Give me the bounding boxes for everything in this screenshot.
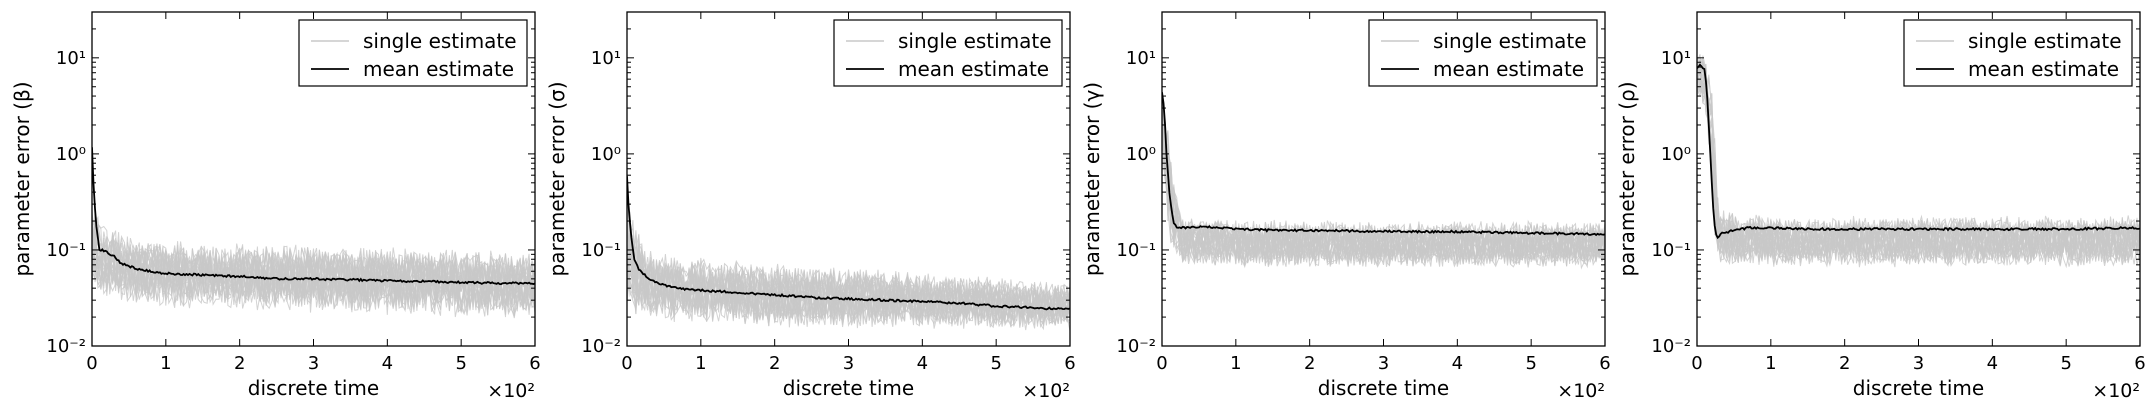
legend: single estimate mean estimate xyxy=(299,20,527,86)
x-tick-label: 6 xyxy=(1064,353,1075,374)
y-axis-label: parameter error (β) xyxy=(10,81,34,276)
chart-panel-3: 0 1 2 3 4 5 6 10⁻² 10⁻¹ 10⁰ 10¹ discrete time parame… xyxy=(1080,12,1611,402)
x-tick-label: 5 xyxy=(1525,353,1536,374)
legend: single estimate mean estimate xyxy=(1904,20,2132,86)
y-tick-label: 10¹ xyxy=(591,48,621,69)
plot-area xyxy=(1162,89,1605,267)
x-tick-label: 6 xyxy=(2134,353,2145,374)
x-tick-label: 1 xyxy=(160,353,171,374)
chart-panel-4: 0 1 2 3 4 5 6 10⁻² 10⁻¹ 10⁰ 10¹ discrete time parame… xyxy=(1615,12,2146,402)
y-tick-label: 10¹ xyxy=(56,48,86,69)
legend: single estimate mean estimate xyxy=(1369,20,1597,86)
x-axis-multiplier: ×10² xyxy=(1022,380,1070,402)
y-axis-label: parameter error (γ) xyxy=(1080,82,1104,276)
x-tick-label: 4 xyxy=(382,353,393,374)
legend-label-single: single estimate xyxy=(898,29,1052,53)
y-tick-label: 10⁻² xyxy=(1651,336,1691,357)
x-tick-label: 0 xyxy=(1156,353,1167,374)
legend-label-mean: mean estimate xyxy=(363,57,514,81)
y-tick-label: 10⁻² xyxy=(581,336,621,357)
x-tick-label: 3 xyxy=(1913,353,1924,374)
y-tick-label: 10⁻¹ xyxy=(1651,240,1691,261)
mean-estimate-line xyxy=(1697,65,2140,238)
x-tick-label: 4 xyxy=(1987,353,1998,374)
single-estimate-traces xyxy=(1162,89,1605,267)
x-tick-label: 3 xyxy=(308,353,319,374)
x-tick-label: 2 xyxy=(234,353,245,374)
x-tick-label: 2 xyxy=(1839,353,1850,374)
y-axis-label: parameter error (ρ) xyxy=(1615,81,1639,276)
y-tick-label: 10⁰ xyxy=(56,144,86,165)
y-tick-label: 10¹ xyxy=(1126,48,1156,69)
x-axis-multiplier: ×10² xyxy=(1557,380,1605,402)
legend-label-mean: mean estimate xyxy=(1433,57,1584,81)
legend-label-mean: mean estimate xyxy=(1968,57,2119,81)
x-axis-label: discrete time xyxy=(1853,376,1984,400)
x-tick-label: 5 xyxy=(455,353,466,374)
y-tick-label: 10⁻¹ xyxy=(46,240,86,261)
x-tick-label: 0 xyxy=(621,353,632,374)
chart-panel-2: 0 1 2 3 4 5 6 10⁻² 10⁻¹ 10⁰ 10¹ discrete time parame… xyxy=(545,12,1076,402)
chart-panel-1: 0 1 2 3 4 5 6 10⁻² 10⁻¹ 10⁰ 10¹ discrete time parame… xyxy=(10,12,541,402)
y-tick-label: 10¹ xyxy=(1661,48,1691,69)
y-tick-label: 10⁻² xyxy=(1116,336,1156,357)
y-tick-label: 10⁰ xyxy=(1126,144,1156,165)
x-axis-multiplier: ×10² xyxy=(487,380,535,402)
y-tick-label: 10⁰ xyxy=(1661,144,1691,165)
x-axis-label: discrete time xyxy=(1318,376,1449,400)
y-tick-label: 10⁻¹ xyxy=(581,240,621,261)
x-tick-label: 0 xyxy=(86,353,97,374)
y-tick-label: 10⁰ xyxy=(591,144,621,165)
x-tick-label: 4 xyxy=(917,353,928,374)
x-axis-multiplier: ×10² xyxy=(2092,380,2140,402)
x-tick-label: 6 xyxy=(529,353,540,374)
mean-estimate-line xyxy=(1162,92,1605,235)
x-tick-label: 1 xyxy=(1765,353,1776,374)
x-tick-label: 1 xyxy=(1230,353,1241,374)
y-tick-label: 10⁻¹ xyxy=(1116,240,1156,261)
x-tick-label: 3 xyxy=(1378,353,1389,374)
x-tick-label: 2 xyxy=(1304,353,1315,374)
x-tick-label: 3 xyxy=(843,353,854,374)
single-estimate-traces xyxy=(627,201,1070,331)
x-tick-label: 1 xyxy=(695,353,706,374)
plot-area xyxy=(627,176,1070,331)
x-tick-label: 5 xyxy=(990,353,1001,374)
x-tick-label: 0 xyxy=(1691,353,1702,374)
x-tick-label: 5 xyxy=(2060,353,2071,374)
x-tick-label: 6 xyxy=(1599,353,1610,374)
x-axis-label: discrete time xyxy=(248,376,379,400)
legend: single estimate mean estimate xyxy=(834,20,1062,86)
legend-label-single: single estimate xyxy=(1433,29,1587,53)
y-tick-label: 10⁻² xyxy=(46,336,86,357)
x-tick-label: 2 xyxy=(769,353,780,374)
legend-label-single: single estimate xyxy=(363,29,517,53)
x-axis-label: discrete time xyxy=(783,376,914,400)
single-estimate-traces xyxy=(92,210,535,319)
plot-area xyxy=(92,147,535,318)
legend-label-mean: mean estimate xyxy=(898,57,1049,81)
y-axis-label: parameter error (σ) xyxy=(545,82,569,277)
x-tick-label: 4 xyxy=(1452,353,1463,374)
legend-label-single: single estimate xyxy=(1968,29,2122,53)
